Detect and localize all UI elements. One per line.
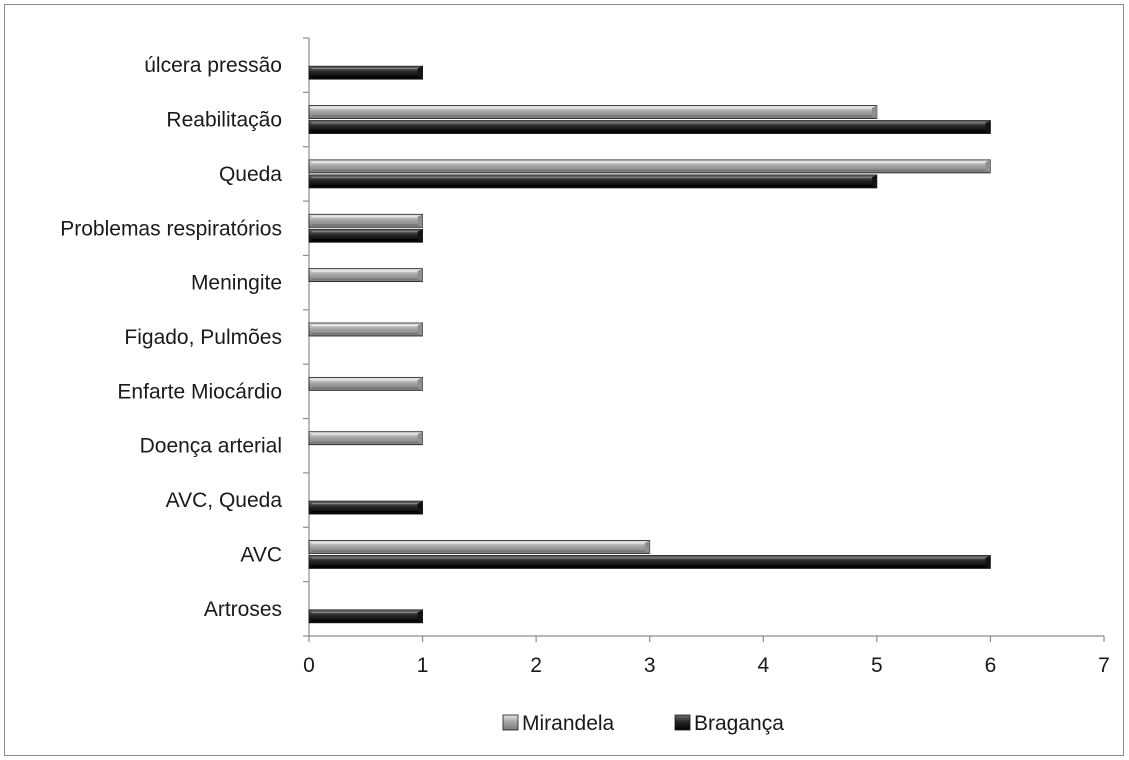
- legend-item-bragança: Bragança: [674, 712, 784, 735]
- category-label: Queda: [219, 163, 282, 186]
- bar-mirandela-1: [308, 540, 651, 554]
- bar-bragança-2: [308, 500, 423, 515]
- category-label: Reabilitação: [166, 109, 282, 132]
- x-tick-label: 0: [303, 654, 315, 677]
- x-tick-label: 1: [417, 654, 429, 677]
- x-tick-label: 5: [871, 654, 883, 677]
- bar-bragança-1: [308, 555, 991, 569]
- bar-mirandela-4: [308, 376, 423, 391]
- legend-label: Mirandela: [522, 712, 615, 735]
- bar-bragança-0: [308, 609, 423, 624]
- x-tick-label: 4: [757, 654, 769, 677]
- axes: [303, 37, 1105, 642]
- bar-mirandela-7: [308, 213, 423, 228]
- category-label: AVC: [240, 543, 282, 566]
- category-label: Doença arterial: [140, 435, 282, 458]
- bar-bragança-10: [308, 65, 423, 80]
- bar-bragança-9: [308, 120, 991, 134]
- x-tick-label: 7: [1098, 654, 1110, 677]
- bar-bragança-7: [308, 228, 423, 243]
- legend: Mirandela Bragança: [502, 712, 784, 735]
- category-label: úlcera pressão: [144, 54, 282, 77]
- category-label: Artroses: [204, 598, 282, 621]
- category-label: Meningite: [191, 272, 282, 295]
- bar-bragança-8: [308, 174, 878, 189]
- bar-mirandela-6: [308, 268, 423, 283]
- bar-mirandela-5: [308, 322, 423, 337]
- legend-swatch: [674, 714, 691, 731]
- category-label: AVC, Queda: [166, 489, 283, 512]
- bars: [308, 65, 991, 624]
- bar-mirandela-8: [308, 159, 991, 174]
- x-tick-label: 6: [985, 654, 997, 677]
- category-label: Figado, Pulmões: [124, 326, 282, 349]
- legend-label: Bragança: [694, 712, 784, 735]
- category-label: Problemas respiratórios: [60, 217, 282, 240]
- bar-mirandela-3: [308, 431, 423, 446]
- legend-item-mirandela: Mirandela: [502, 712, 615, 735]
- bar-mirandela-9: [308, 105, 878, 119]
- labels: 0 1 2 3 4 5 6 7 Artroses AVC AVC, Queda Doença arte…: [60, 54, 1110, 677]
- x-tick-label: 2: [530, 654, 542, 677]
- category-label: Enfarte Miocárdio: [117, 380, 282, 403]
- x-tick-label: 3: [644, 654, 656, 677]
- legend-swatch: [502, 714, 519, 731]
